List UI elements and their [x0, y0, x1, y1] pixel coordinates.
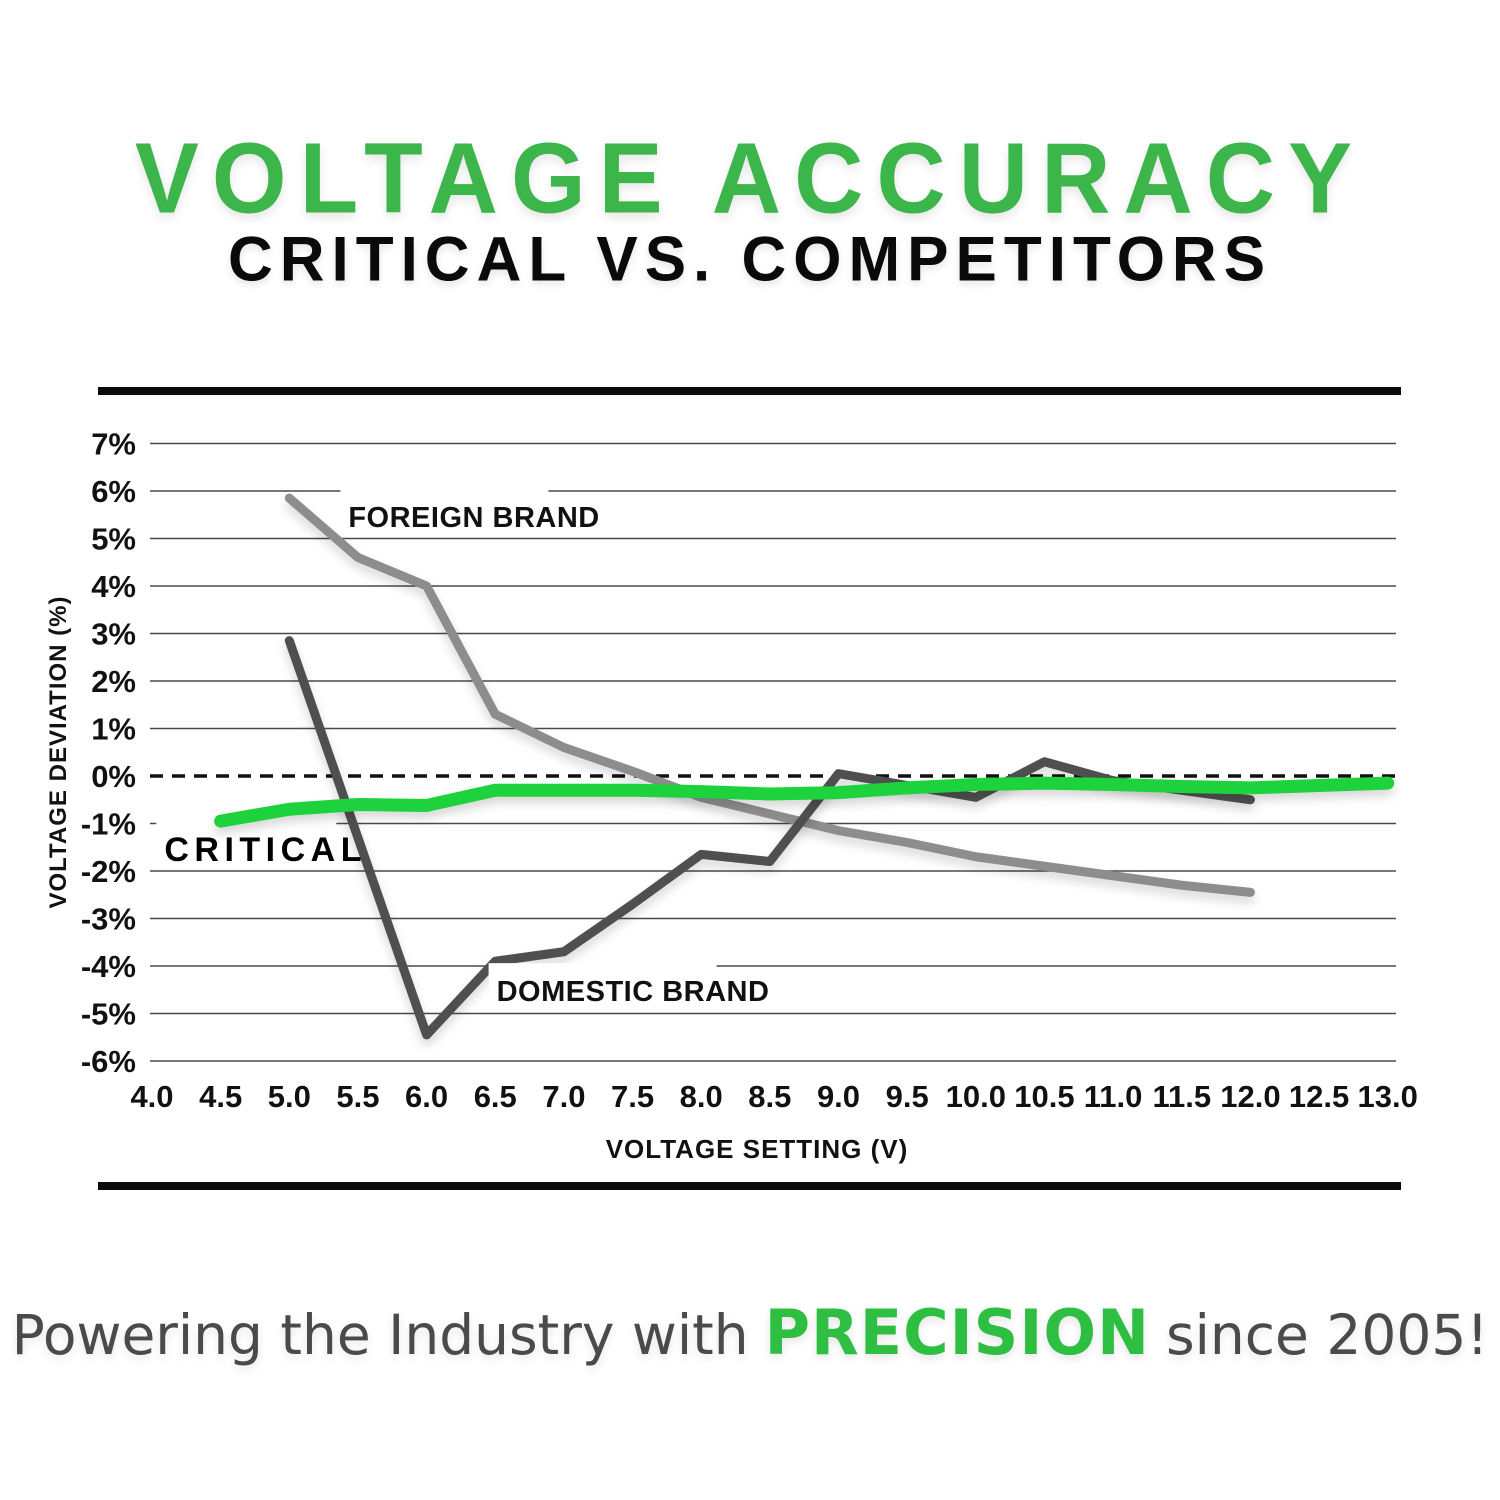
y-tick-label: 5% [91, 522, 136, 557]
x-tick-label: 11.5 [1152, 1079, 1211, 1114]
tagline: Powering the Industry with PRECISION since… [0, 1296, 1500, 1369]
y-tick-label: 2% [91, 664, 136, 699]
x-tick-label: 13.0 [1358, 1079, 1418, 1114]
x-tick-label: 10.0 [946, 1079, 1006, 1114]
y-tick-label: -4% [81, 949, 136, 984]
x-axis-title: VOLTAGE SETTING (V) [606, 1134, 909, 1164]
y-tick-label: 6% [91, 474, 136, 509]
x-tick-label: 8.5 [748, 1079, 791, 1114]
x-tick-label: 12.5 [1289, 1079, 1349, 1114]
x-tick-label: 9.5 [886, 1079, 929, 1114]
x-tick-label: 4.0 [130, 1079, 173, 1114]
y-axis-title: VOLTAGE DEVIATION (%) [45, 596, 72, 909]
series-label-box [340, 489, 549, 534]
series-label-foreign-brand: FOREIGN BRAND [348, 502, 599, 534]
y-tick-label: 3% [91, 617, 136, 652]
x-tick-label: 8.0 [680, 1079, 723, 1114]
x-tick-label: 6.5 [474, 1079, 517, 1114]
x-tick-label: 10.5 [1014, 1079, 1074, 1114]
x-tick-label: 4.5 [199, 1079, 242, 1114]
series-label-critical: CRITICAL [164, 831, 367, 869]
page-title: VOLTAGE ACCURACY [134, 122, 1366, 235]
y-tick-label: 4% [91, 569, 136, 604]
x-tick-label: 5.0 [268, 1079, 311, 1114]
top-divider [98, 387, 1401, 395]
y-tick-label: -6% [81, 1044, 136, 1079]
x-tick-label: 7.0 [542, 1079, 585, 1114]
tagline-prefix: Powering the Industry with [11, 1303, 749, 1367]
y-tick-label: 0% [91, 759, 136, 794]
series-line-domestic-brand [284, 636, 1255, 1040]
tagline-suffix: since 2005! [1166, 1303, 1489, 1367]
x-tick-label: 11.0 [1084, 1079, 1143, 1114]
series-line-foreign-brand [284, 493, 1255, 897]
x-tick-label: 12.0 [1220, 1079, 1280, 1114]
y-tick-label: 7% [91, 427, 136, 462]
page-subtitle: CRITICAL VS. COMPETITORS [227, 224, 1273, 295]
series-label-box [488, 963, 717, 1008]
x-tick-label: 7.5 [611, 1079, 654, 1114]
y-tick-label: -3% [81, 902, 136, 937]
x-tick-label: 6.0 [405, 1079, 448, 1114]
bottom-divider [98, 1182, 1401, 1190]
series-label-domestic-brand: DOMESTIC BRAND [497, 976, 770, 1008]
x-tick-label: 5.5 [336, 1079, 379, 1114]
y-tick-label: 1% [91, 712, 136, 747]
series-line-critical [214, 776, 1395, 828]
series-label-box [156, 821, 337, 868]
y-tick-label: -1% [81, 807, 136, 842]
x-tick-label: 9.0 [817, 1079, 860, 1114]
y-tick-label: -5% [81, 997, 136, 1032]
tagline-highlight: PRECISION [764, 1296, 1150, 1369]
y-tick-label: -2% [81, 854, 136, 889]
